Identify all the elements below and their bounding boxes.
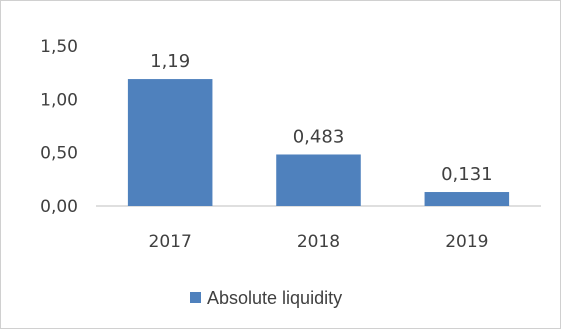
legend-swatch <box>190 292 201 303</box>
x-tick-label-2017: 2017 <box>149 232 192 252</box>
y-tick-label: 0,00 <box>40 197 78 217</box>
bar-2019 <box>424 192 510 206</box>
legend-label: Absolute liquidity <box>207 288 342 308</box>
data-label-2018: 0,483 <box>293 126 345 147</box>
legend: Absolute liquidity <box>190 288 342 308</box>
x-axis-ticks: 2017 2018 2019 <box>149 232 489 252</box>
y-tick-label: 1,50 <box>40 37 78 57</box>
y-axis-ticks: 0,00 0,50 1,00 1,50 <box>40 37 78 217</box>
y-tick-label: 0,50 <box>40 144 78 164</box>
x-tick-label-2019: 2019 <box>445 232 488 252</box>
bar-2018 <box>276 154 361 206</box>
y-tick-label: 1,00 <box>40 90 78 110</box>
bar-series <box>127 79 510 206</box>
data-labels: 1,19 0,483 0,131 <box>150 51 492 185</box>
data-label-2017: 1,19 <box>150 51 190 72</box>
bar-2017 <box>127 79 213 206</box>
data-label-2019: 0,131 <box>441 164 493 185</box>
x-tick-label-2018: 2018 <box>297 232 340 252</box>
